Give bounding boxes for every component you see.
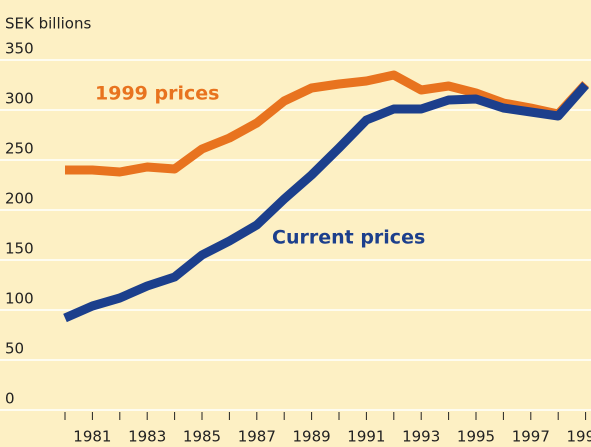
y-tick-label: 350 <box>5 40 34 58</box>
x-tick-label: 1981 <box>73 428 111 446</box>
x-tick-label: 1989 <box>293 428 331 446</box>
series-label: 1999 prices <box>95 83 219 105</box>
y-tick-label: 50 <box>5 340 24 358</box>
x-tick-label: 1993 <box>402 428 440 446</box>
y-tick-label: 200 <box>5 190 34 208</box>
y-tick-label: 250 <box>5 140 34 158</box>
x-tick-label: 1985 <box>183 428 221 446</box>
x-tick-label: 1999 <box>567 428 591 446</box>
y-tick-label: 300 <box>5 90 34 108</box>
y-tick-label: 0 <box>5 390 15 408</box>
series-label: Current prices <box>272 227 425 249</box>
x-tick-label: 1983 <box>128 428 166 446</box>
line <box>63 82 589 323</box>
y-tick-label: 150 <box>5 240 34 258</box>
y-axis-label: SEK billions <box>5 15 91 33</box>
line <box>65 70 589 177</box>
x-tick-label: 1991 <box>347 428 385 446</box>
x-tick-label: 1987 <box>238 428 276 446</box>
x-tick-label: 1995 <box>457 428 495 446</box>
x-tick-label: 1997 <box>512 428 550 446</box>
y-tick-label: 100 <box>5 290 34 308</box>
